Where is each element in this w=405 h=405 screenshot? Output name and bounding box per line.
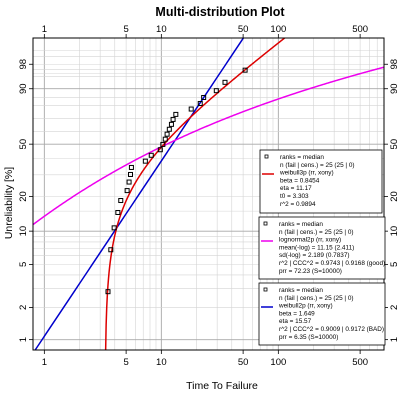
top-tick-label: 10 <box>156 24 167 35</box>
legend-frame <box>258 282 386 346</box>
x-tick-label: 50 <box>238 357 249 368</box>
y-axis-title: Unreliability [%] <box>3 167 15 239</box>
legend-frame <box>258 216 386 280</box>
top-tick-label: 50 <box>238 24 249 35</box>
legend-entry: eta = 11.17 <box>280 185 312 192</box>
axis-ticks: 1 5 10 50 100 500 1 5 10 50 100 500 1 2 5 10 20 50 90 98 1 2 5… <box>18 24 400 368</box>
x-axis-title: Time To Failure <box>186 380 258 392</box>
x-tick-label: 5 <box>123 357 128 368</box>
data-point <box>170 116 176 122</box>
legend-entry: beta = 1.649 <box>279 310 315 317</box>
right-tick-label: 2 <box>389 305 400 310</box>
plot-frame <box>32 37 385 351</box>
legend-entry: weibull2p (rr, xony) <box>278 303 333 310</box>
y-tick-label: 90 <box>18 83 29 94</box>
legend-entry: lognormal2p (rr, xony) <box>279 237 341 244</box>
legend-entry: n (fail | cens.) = 25 (25 | 0) <box>279 229 354 236</box>
data-point <box>197 101 203 107</box>
fit-curve-weibull2p <box>34 38 245 350</box>
legend-entry: weibull3p (rr, xony) <box>279 170 334 177</box>
top-tick-label: 100 <box>270 24 286 35</box>
y-tick-label: 5 <box>18 262 29 267</box>
data-point <box>242 67 248 73</box>
legend-point-symbol <box>264 154 269 159</box>
data-point <box>118 198 124 204</box>
plot-area <box>33 38 384 350</box>
data-point <box>124 188 130 194</box>
data-point <box>166 126 172 132</box>
legend-frame <box>259 149 383 214</box>
data-point <box>157 147 163 153</box>
data-point <box>115 209 121 215</box>
y-tick-label: 10 <box>18 226 29 237</box>
data-point <box>188 106 194 112</box>
legend-entry: ranks = median <box>279 287 323 294</box>
legend-entry: r^2 | CCC^2 = 0.9009 | 0.9172 (BAD) <box>279 326 384 333</box>
y-tick-label: 98 <box>18 59 29 70</box>
x-tick-label: 500 <box>352 357 368 368</box>
data-point <box>108 247 114 253</box>
data-point <box>162 136 168 142</box>
right-tick-label: 5 <box>389 262 400 267</box>
legend-entry: eta = 15.57 <box>279 318 312 325</box>
fit-curve-lognormal <box>33 66 384 226</box>
data-point <box>127 171 133 177</box>
fit-curve-weibull3p <box>104 38 286 350</box>
right-tick-label: 20 <box>389 191 400 202</box>
right-tick-label: 1 <box>389 337 400 342</box>
legend-point-symbol <box>263 287 268 292</box>
y-tick-label: 1 <box>18 337 29 342</box>
right-tick-label: 50 <box>389 139 400 150</box>
right-tick-label: 90 <box>389 83 400 94</box>
data-points <box>105 67 248 295</box>
data-point <box>111 225 117 231</box>
data-point <box>148 152 154 158</box>
data-point <box>213 88 219 94</box>
data-point <box>168 121 174 127</box>
legend-entry: mean(-log) = 11.15 (2.411) <box>279 244 354 251</box>
legend-entry: sd(-log) = 2.189 (0.7837) <box>279 252 350 259</box>
chart-title: Multi-distribution Plot <box>155 5 285 19</box>
legend-entry: beta = 0.8454 <box>280 177 320 184</box>
legend-entry: r^2 = 0.9894 <box>280 201 316 208</box>
right-tick-label: 98 <box>389 59 400 70</box>
x-tick-label: 10 <box>156 357 167 368</box>
top-tick-label: 5 <box>123 24 128 35</box>
legend-entry: prr = 72.23 (S=10000) <box>279 268 342 275</box>
data-point <box>201 95 207 101</box>
data-point <box>105 289 111 295</box>
legend-entry: ranks = median <box>279 221 323 228</box>
fit-curves <box>33 38 384 350</box>
data-point <box>173 111 179 117</box>
x-tick-label: 100 <box>270 357 286 368</box>
legend-entry: n (fail | cens.) = 25 (25 | 0) <box>279 295 354 302</box>
legend-entry: r^2 | CCC^2 = 0.9743 | 0.9168 (good) <box>279 260 385 267</box>
legend-point-symbol <box>263 221 268 226</box>
y-tick-label: 2 <box>18 305 29 310</box>
legend-entry: prr = 6.35 (S=10000) <box>279 334 338 341</box>
data-point <box>126 179 132 185</box>
y-tick-label: 50 <box>18 139 29 150</box>
legend-entry: n (fail | cens.) = 25 (25 | 0) <box>280 162 355 169</box>
right-tick-label: 10 <box>389 226 400 237</box>
data-point <box>142 158 148 164</box>
data-point <box>164 131 170 137</box>
x-tick-label: 1 <box>42 357 47 368</box>
legend-entry: t0 = 3.303 <box>280 193 309 200</box>
top-tick-label: 1 <box>42 24 47 35</box>
legend-entry: ranks = median <box>280 154 324 161</box>
data-point <box>222 79 228 85</box>
y-tick-label: 20 <box>18 191 29 202</box>
data-point <box>160 141 166 147</box>
top-tick-label: 500 <box>352 24 368 35</box>
data-point <box>128 164 134 170</box>
